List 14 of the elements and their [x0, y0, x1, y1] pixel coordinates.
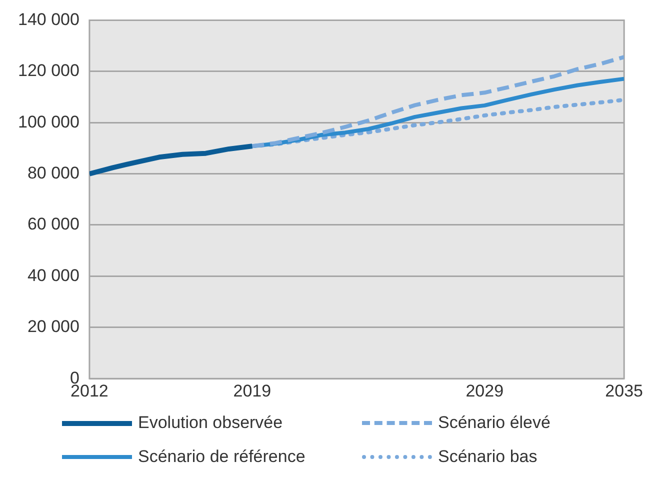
x-tick-label: 2019: [233, 381, 272, 400]
y-tick-label: 40 000: [27, 266, 80, 285]
legend-label: Evolution observée: [138, 413, 283, 433]
x-tick-label: 2035: [605, 381, 644, 400]
legend-label: Scénario bas: [438, 447, 538, 467]
y-tick-label: 120 000: [18, 61, 80, 80]
legend-label: Scénario élevé: [438, 413, 550, 433]
y-tick-label: 100 000: [18, 112, 80, 132]
x-tick-label: 2029: [466, 381, 504, 400]
y-tick-label: 80 000: [27, 163, 80, 182]
legend-label: Scénario de référence: [138, 447, 306, 467]
y-tick-label: 60 000: [27, 214, 80, 234]
y-tick-label: 140 000: [18, 10, 80, 29]
y-tick-label: 20 000: [27, 317, 80, 336]
